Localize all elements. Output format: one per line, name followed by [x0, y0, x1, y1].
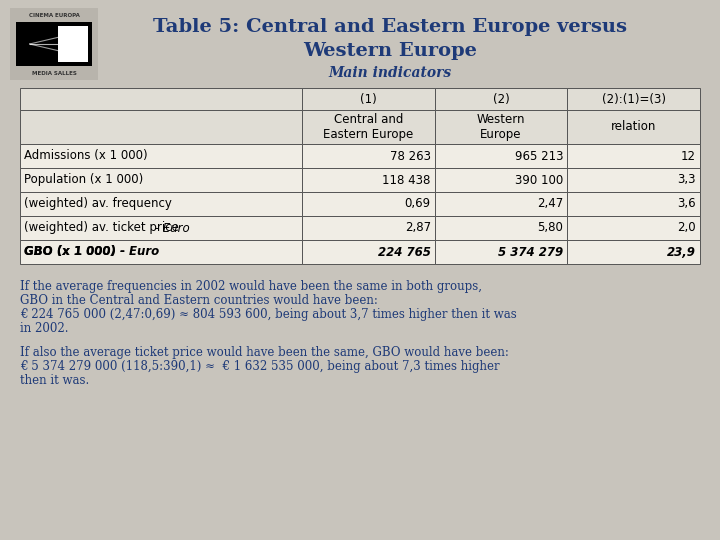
Text: Table 5: Central and Eastern Europe versus: Table 5: Central and Eastern Europe vers…	[153, 18, 627, 36]
Bar	[435, 192, 567, 216]
Text: 3,6: 3,6	[678, 198, 696, 211]
Text: - Euro: - Euro	[151, 221, 189, 234]
Bar	[567, 240, 700, 264]
Bar	[20, 240, 302, 264]
Bar	[20, 192, 302, 216]
Text: then it was.: then it was.	[20, 374, 89, 387]
Text: MEDIA SALLES: MEDIA SALLES	[32, 71, 76, 76]
Bar	[435, 168, 567, 192]
Text: If the average frequencies in 2002 would have been the same in both groups,: If the average frequencies in 2002 would…	[20, 280, 482, 293]
Bar	[20, 110, 302, 144]
Text: 390 100: 390 100	[515, 173, 563, 186]
Bar	[302, 88, 435, 110]
Polygon shape	[58, 25, 89, 63]
Bar	[20, 144, 302, 168]
Text: 5 374 279: 5 374 279	[498, 246, 563, 259]
Bar	[302, 144, 435, 168]
Text: 2,0: 2,0	[678, 221, 696, 234]
Text: 224 765: 224 765	[378, 246, 431, 259]
Text: GBO (x 1 000) - Euro: GBO (x 1 000) - Euro	[24, 246, 159, 259]
Text: relation: relation	[611, 120, 657, 133]
Text: CINEMA EUROPA: CINEMA EUROPA	[29, 13, 79, 18]
Bar	[302, 168, 435, 192]
Text: Western Europe: Western Europe	[303, 42, 477, 60]
Bar	[16, 22, 92, 66]
Bar	[567, 168, 700, 192]
Bar	[435, 144, 567, 168]
Bar	[567, 88, 700, 110]
Text: 3,3: 3,3	[678, 173, 696, 186]
Text: (2):(1)=(3): (2):(1)=(3)	[602, 92, 666, 105]
Bar	[302, 240, 435, 264]
Text: GBO in the Central and Eastern countries would have been:: GBO in the Central and Eastern countries…	[20, 294, 378, 307]
Bar	[302, 216, 435, 240]
Bar	[10, 8, 98, 80]
Text: 23,9: 23,9	[667, 246, 696, 259]
Text: Main indicators: Main indicators	[328, 66, 451, 80]
Text: in 2002.: in 2002.	[20, 322, 68, 335]
Text: 2,87: 2,87	[405, 221, 431, 234]
Text: 0,69: 0,69	[405, 198, 431, 211]
Bar	[20, 216, 302, 240]
Text: € 5 374 279 000 (118,5:390,1) ≈  € 1 632 535 000, being about 7,3 times higher: € 5 374 279 000 (118,5:390,1) ≈ € 1 632 …	[20, 360, 500, 373]
Text: 118 438: 118 438	[382, 173, 431, 186]
Bar	[435, 110, 567, 144]
Bar	[302, 110, 435, 144]
Bar	[435, 240, 567, 264]
Text: 5,80: 5,80	[538, 221, 563, 234]
Text: GBO (x 1 000) -: GBO (x 1 000) -	[24, 246, 129, 259]
Bar	[435, 216, 567, 240]
Text: If also the average ticket price would have been the same, GBO would have been:: If also the average ticket price would h…	[20, 346, 509, 359]
Text: 2,47: 2,47	[537, 198, 563, 211]
Bar	[567, 110, 700, 144]
Text: Central and
Eastern Europe: Central and Eastern Europe	[323, 113, 413, 141]
Text: € 224 765 000 (2,47:0,69) ≈ 804 593 600, being about 3,7 times higher then it wa: € 224 765 000 (2,47:0,69) ≈ 804 593 600,…	[20, 308, 517, 321]
Text: (1): (1)	[360, 92, 377, 105]
Text: 78 263: 78 263	[390, 150, 431, 163]
Bar	[567, 216, 700, 240]
Bar	[567, 144, 700, 168]
Text: Admissions (x 1 000): Admissions (x 1 000)	[24, 150, 148, 163]
Text: Population (x 1 000): Population (x 1 000)	[24, 173, 143, 186]
Bar	[20, 88, 302, 110]
Text: 965 213: 965 213	[515, 150, 563, 163]
Bar	[435, 88, 567, 110]
Bar	[567, 192, 700, 216]
Text: Western
Europe: Western Europe	[477, 113, 526, 141]
Text: (2): (2)	[492, 92, 510, 105]
Text: GBO (x 1 000) - Euro: GBO (x 1 000) - Euro	[24, 246, 159, 259]
Bar	[20, 168, 302, 192]
Bar	[302, 192, 435, 216]
Text: (weighted) av. ticket price: (weighted) av. ticket price	[24, 221, 179, 234]
Text: 12: 12	[681, 150, 696, 163]
Text: (weighted) av. frequency: (weighted) av. frequency	[24, 198, 172, 211]
